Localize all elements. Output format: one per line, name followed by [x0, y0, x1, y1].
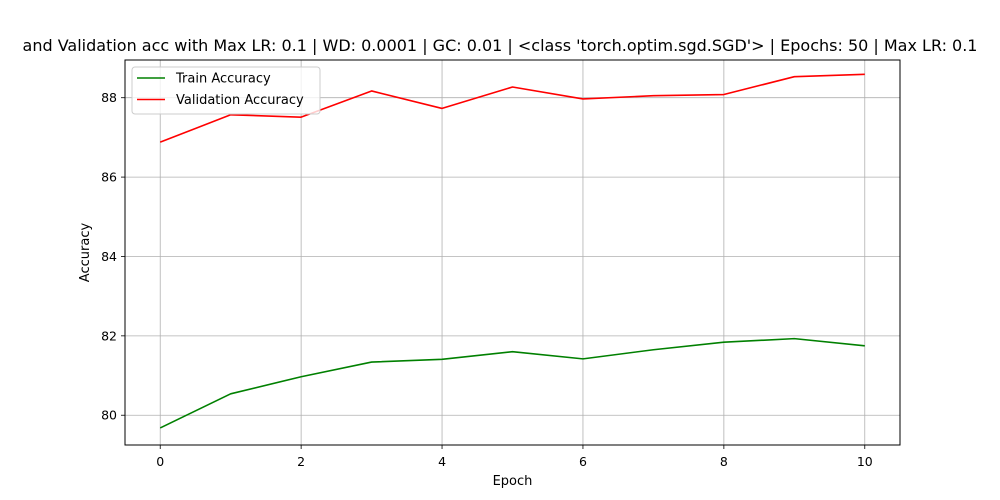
x-tick-label: 6	[579, 454, 587, 469]
y-tick-label: 86	[101, 170, 117, 185]
chart-title: and Validation acc with Max LR: 0.1 | WD…	[23, 36, 978, 55]
legend-label: Validation Accuracy	[176, 93, 304, 108]
series-group	[159, 73, 865, 429]
plot-area-frame	[124, 59, 901, 446]
grid	[125, 60, 900, 445]
series-line-validation-accuracy	[159, 73, 865, 143]
x-tick-label: 4	[438, 454, 446, 469]
series-line-train-accuracy	[159, 337, 865, 429]
x-axis-label: Epoch	[493, 474, 533, 489]
y-tick-label: 82	[101, 328, 117, 343]
legend: Train Accuracy Validation Accuracy	[131, 66, 321, 115]
legend-box	[131, 66, 321, 115]
x-tick-label: 10	[857, 454, 873, 469]
y-tick-label: 88	[101, 90, 117, 105]
x-tick-label: 8	[720, 454, 728, 469]
x-tick-label: 2	[297, 454, 305, 469]
legend-label: Train Accuracy	[175, 72, 271, 87]
y-tick-label: 80	[101, 408, 117, 423]
x-axis-ticks: 0 2 4 6 8 10	[156, 445, 873, 469]
y-axis-ticks: 80 82 84 86 88	[101, 90, 125, 423]
y-tick-label: 84	[101, 249, 117, 264]
x-tick-label: 0	[156, 454, 164, 469]
y-axis-label: Accuracy	[78, 223, 93, 283]
